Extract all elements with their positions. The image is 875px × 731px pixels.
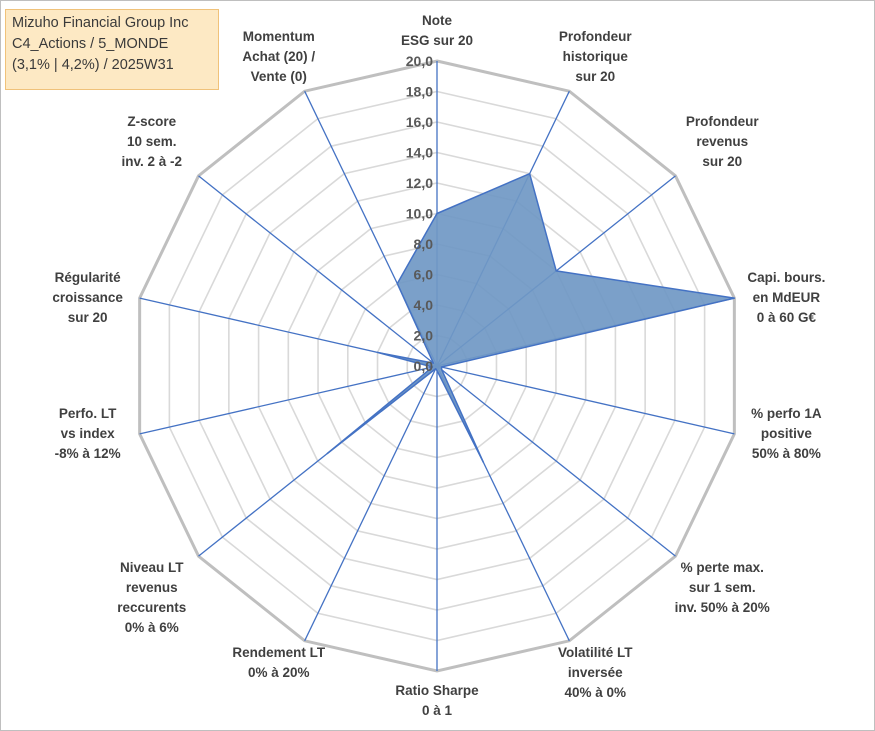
axis-label-line: Perfo. LT [59, 406, 117, 421]
title-line-3: (3,1% | 4,2%) / 2025W31 [12, 57, 174, 73]
tick-label: 2,0 [414, 328, 434, 344]
axis-label-line: croissance [52, 290, 123, 305]
axis-label-line: positive [761, 426, 813, 441]
axis-label-line: Rendement LT [232, 645, 326, 660]
tick-label: 4,0 [414, 297, 434, 313]
tick-label: 18,0 [406, 84, 433, 100]
tick-label: 0,0 [414, 358, 434, 374]
tick-label: 8,0 [414, 236, 434, 252]
axis-label-line: Régularité [55, 270, 122, 285]
axis-label: Niveau LT revenus reccurents 0% à 6% [117, 560, 186, 635]
axis-label-line: historique [563, 49, 629, 64]
axis-label: Régularité croissance sur 20 [52, 270, 123, 325]
axis-spoke [436, 365, 676, 557]
axis-label: Perfo. LT vs index -8% à 12% [55, 406, 121, 461]
axis-label-line: ESG sur 20 [401, 33, 473, 48]
axis-label: Momentum Achat (20) / Vente (0) [242, 29, 315, 84]
axis-label-line: reccurents [117, 600, 186, 615]
axis-label-line: 40% à 0% [565, 685, 627, 700]
axis-label-line: 50% à 80% [752, 446, 821, 461]
axis-label: % perte max. sur 1 sem. inv. 50% à 20% [675, 560, 770, 615]
axis-label: Profondeur historique sur 20 [559, 29, 632, 84]
axis-label-line: % perfo 1A [751, 406, 822, 421]
axis-label-line: sur 20 [68, 310, 108, 325]
axis-label-line: en MdEUR [753, 290, 821, 305]
axis-label-line: Achat (20) / [242, 49, 315, 64]
axis-label-line: Profondeur [686, 114, 759, 129]
axis-label-line: revenus [696, 134, 748, 149]
axis-label: Rendement LT 0% à 20% [232, 645, 326, 680]
axis-label-line: inv. 2 à -2 [122, 154, 183, 169]
axis-label-line: sur 20 [575, 69, 615, 84]
axis-label-line: inversée [568, 665, 623, 680]
axis-spoke [198, 175, 438, 367]
axis-label-line: revenus [126, 580, 178, 595]
title-line-2: C4_Actions / 5_MONDE [12, 36, 169, 52]
axis-label: Volatilité LT inversée 40% à 0% [558, 645, 633, 700]
axis-label-line: % perte max. [681, 560, 764, 575]
axis-label-line: sur 20 [702, 154, 742, 169]
axis-spoke [139, 365, 438, 435]
tick-label: 20,0 [406, 53, 433, 69]
axis-label: Ratio Sharpe 0 à 1 [395, 683, 479, 718]
axis-label-line: Capi. bours. [747, 270, 825, 285]
axis-spoke [304, 365, 438, 642]
axis-label-line: Profondeur [559, 29, 632, 44]
title-box: Mizuho Financial Group Inc C4_Actions / … [5, 9, 219, 90]
axis-label-line: Z-score [127, 114, 176, 129]
axis-label-line: sur 1 sem. [689, 580, 756, 595]
title-line-1: Mizuho Financial Group Inc [12, 15, 189, 31]
tick-label: 14,0 [406, 145, 433, 161]
axis-label: Profondeur revenus sur 20 [686, 114, 759, 169]
axis-label-line: inv. 50% à 20% [675, 600, 770, 615]
axis-label: % perfo 1A positive 50% à 80% [751, 406, 822, 461]
axis-label: Capi. bours. en MdEUR 0 à 60 G€ [747, 270, 825, 325]
axis-label-line: 0 à 1 [422, 703, 453, 718]
axis-label-line: Niveau LT [120, 560, 184, 575]
tick-label: 10,0 [406, 206, 433, 222]
axis-label-line: vs index [61, 426, 116, 441]
tick-label: 16,0 [406, 114, 433, 130]
axis-label: Z-score 10 sem. inv. 2 à -2 [122, 114, 183, 169]
axis-label-line: Ratio Sharpe [395, 683, 479, 698]
axis-label-line: Note [422, 13, 452, 28]
axis-label-line: Volatilité LT [558, 645, 633, 660]
tick-label: 12,0 [406, 175, 433, 191]
axis-label-line: 0% à 6% [125, 620, 179, 635]
axis-spoke [436, 365, 735, 435]
axis-label-line: Vente (0) [251, 69, 307, 84]
axis-label: Note ESG sur 20 [401, 13, 473, 48]
axis-label-line: 10 sem. [127, 134, 177, 149]
series-area [326, 172, 736, 463]
axis-label-line: -8% à 12% [55, 446, 121, 461]
axis-label-line: 0% à 20% [248, 665, 310, 680]
axis-label-line: 0 à 60 G€ [757, 310, 817, 325]
axis-label-line: Momentum [243, 29, 315, 44]
tick-label: 6,0 [414, 267, 434, 283]
